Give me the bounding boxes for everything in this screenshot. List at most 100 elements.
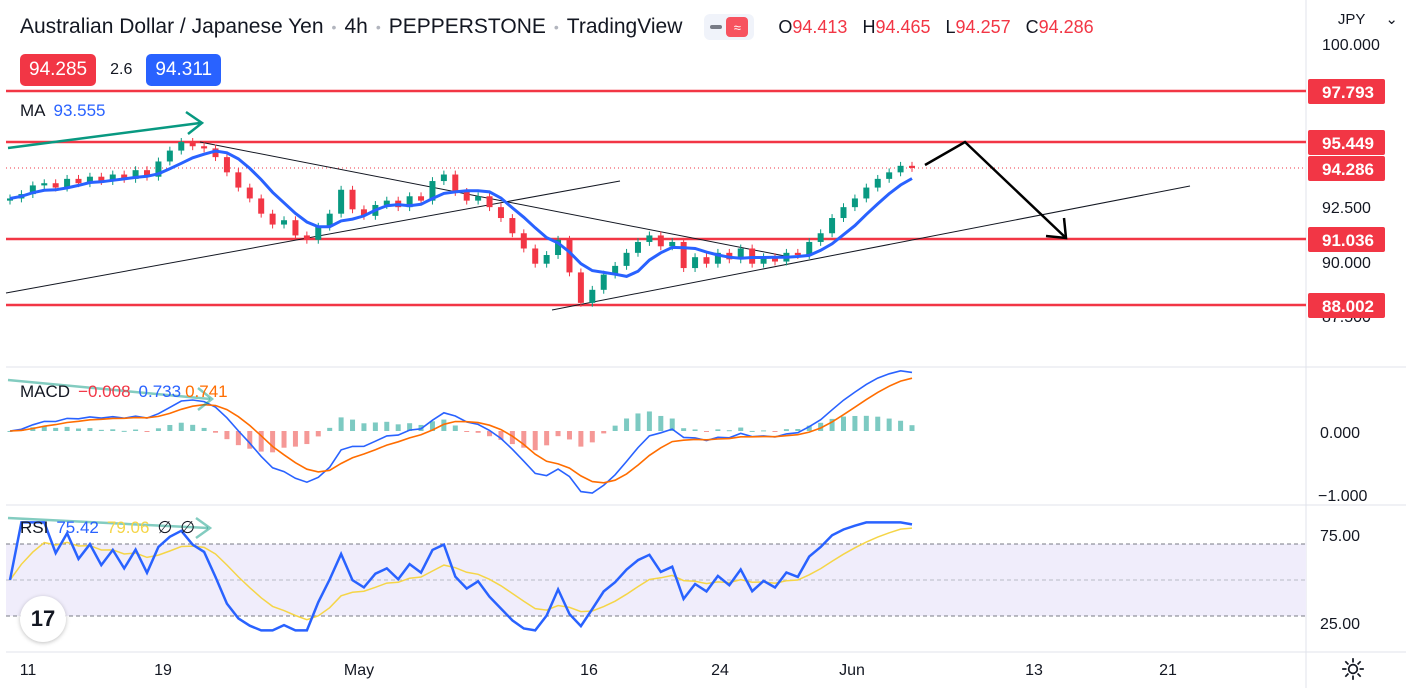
candle-body[interactable] (737, 248, 744, 260)
candle-body[interactable] (771, 257, 778, 262)
candle-body[interactable] (86, 176, 93, 184)
symbol-header[interactable]: Australian Dollar / Japanese Yen • 4h • … (20, 14, 1104, 40)
candle-body[interactable] (463, 191, 470, 201)
symbol-name[interactable]: Australian Dollar / Japanese Yen (20, 15, 324, 38)
candle-body[interactable] (543, 255, 550, 264)
candle-body[interactable] (657, 235, 664, 247)
candle-body[interactable] (612, 265, 619, 275)
candle-body[interactable] (418, 196, 425, 201)
candle-body[interactable] (874, 178, 881, 188)
trendline-rising-2[interactable] (551, 185, 1191, 311)
candle-body[interactable] (863, 187, 870, 199)
candle-body[interactable] (486, 196, 493, 208)
candle-body[interactable] (383, 200, 390, 205)
candle-body[interactable] (760, 257, 767, 264)
candle-body[interactable] (509, 218, 516, 234)
candle-body[interactable] (64, 178, 71, 188)
candle-body[interactable] (589, 289, 596, 303)
macd-legend[interactable]: MACD −0.008 0.733 0.741 (20, 382, 228, 402)
candle-body[interactable] (326, 213, 333, 227)
candle-body[interactable] (52, 183, 59, 188)
level-badge[interactable] (1308, 79, 1385, 104)
trendline-falling[interactable] (199, 141, 791, 258)
candle-body[interactable] (41, 183, 48, 186)
candle-body[interactable] (121, 174, 128, 179)
candle-body[interactable] (349, 189, 356, 210)
candle-body[interactable] (555, 239, 562, 256)
chart-pane[interactable] (6, 0, 1306, 652)
candle-body[interactable] (235, 172, 242, 188)
candle-body[interactable] (532, 248, 539, 264)
candle-body[interactable] (794, 252, 801, 256)
candle-body[interactable] (829, 218, 836, 234)
candle-body[interactable] (897, 165, 904, 173)
candle-body[interactable] (166, 150, 173, 162)
candle-body[interactable] (475, 196, 482, 201)
candle-body[interactable] (258, 198, 265, 214)
level-badge[interactable] (1308, 293, 1385, 318)
current-price-badge[interactable] (1308, 156, 1385, 181)
candle-body[interactable] (669, 241, 676, 247)
candle-body[interactable] (909, 165, 915, 168)
level-badge[interactable] (1308, 227, 1385, 252)
candle-body[interactable] (303, 235, 310, 240)
candle-body[interactable] (212, 148, 219, 158)
candle-body[interactable] (566, 239, 573, 273)
rsi-arrow[interactable] (7, 516, 209, 530)
candle-body[interactable] (281, 220, 288, 225)
candle-body[interactable] (429, 181, 436, 201)
candle-body[interactable] (223, 157, 230, 173)
candle-body[interactable] (452, 174, 459, 192)
candle-body[interactable] (406, 196, 413, 208)
candle-body[interactable] (692, 257, 699, 269)
candle-body[interactable] (144, 170, 151, 177)
candle-body[interactable] (189, 141, 196, 147)
ma-legend[interactable]: MA 93.555 (20, 101, 106, 121)
currency-selector[interactable]: JPY ⌄ (1338, 10, 1398, 29)
candle-body[interactable] (806, 241, 813, 256)
candle-body[interactable] (109, 174, 116, 182)
candle-body[interactable] (269, 213, 276, 225)
candle-body[interactable] (577, 272, 584, 303)
candle-body[interactable] (497, 207, 504, 219)
candle-body[interactable] (360, 209, 367, 216)
candle-body[interactable] (634, 241, 641, 253)
candle-body[interactable] (201, 146, 208, 149)
trend-arrow-green[interactable] (7, 121, 201, 150)
candle-body[interactable] (440, 174, 447, 182)
rsi-legend[interactable]: RSI 75.42 79.06 ∅ ∅ (20, 518, 195, 538)
candle-body[interactable] (292, 220, 299, 236)
candle-body[interactable] (851, 198, 858, 208)
candle-body[interactable] (680, 241, 687, 269)
macd-arrow[interactable] (7, 378, 211, 401)
sell-button[interactable]: 94.285 (20, 54, 97, 86)
candle-body[interactable] (132, 170, 139, 179)
trendline-rising-1[interactable] (5, 180, 621, 294)
gear-icon[interactable] (1340, 656, 1366, 682)
projection-path[interactable] (924, 140, 1067, 239)
candle-body[interactable] (520, 233, 527, 249)
candle-body[interactable] (817, 233, 824, 242)
interval-label[interactable]: 4h (344, 15, 368, 38)
candle-body[interactable] (75, 178, 82, 184)
candle-body[interactable] (29, 185, 36, 195)
candle-body[interactable] (840, 207, 847, 219)
market-status-pill[interactable]: ≈ (704, 14, 755, 40)
level-badge[interactable] (1308, 130, 1385, 155)
candle-body[interactable] (178, 141, 185, 151)
candle-body[interactable] (315, 226, 322, 240)
candle-body[interactable] (623, 252, 630, 266)
candle-body[interactable] (7, 198, 13, 201)
candle-body[interactable] (246, 187, 253, 199)
tradingview-logo-icon[interactable]: 17 (20, 596, 66, 642)
candle-body[interactable] (714, 252, 721, 264)
candle-body[interactable] (703, 257, 710, 264)
candle-body[interactable] (886, 172, 893, 179)
candle-body[interactable] (600, 274, 607, 290)
candle-body[interactable] (98, 176, 105, 182)
candle-body[interactable] (646, 235, 653, 242)
candle-body[interactable] (155, 161, 162, 177)
candle-body[interactable] (338, 189, 345, 214)
buy-button[interactable]: 94.311 (146, 54, 222, 86)
